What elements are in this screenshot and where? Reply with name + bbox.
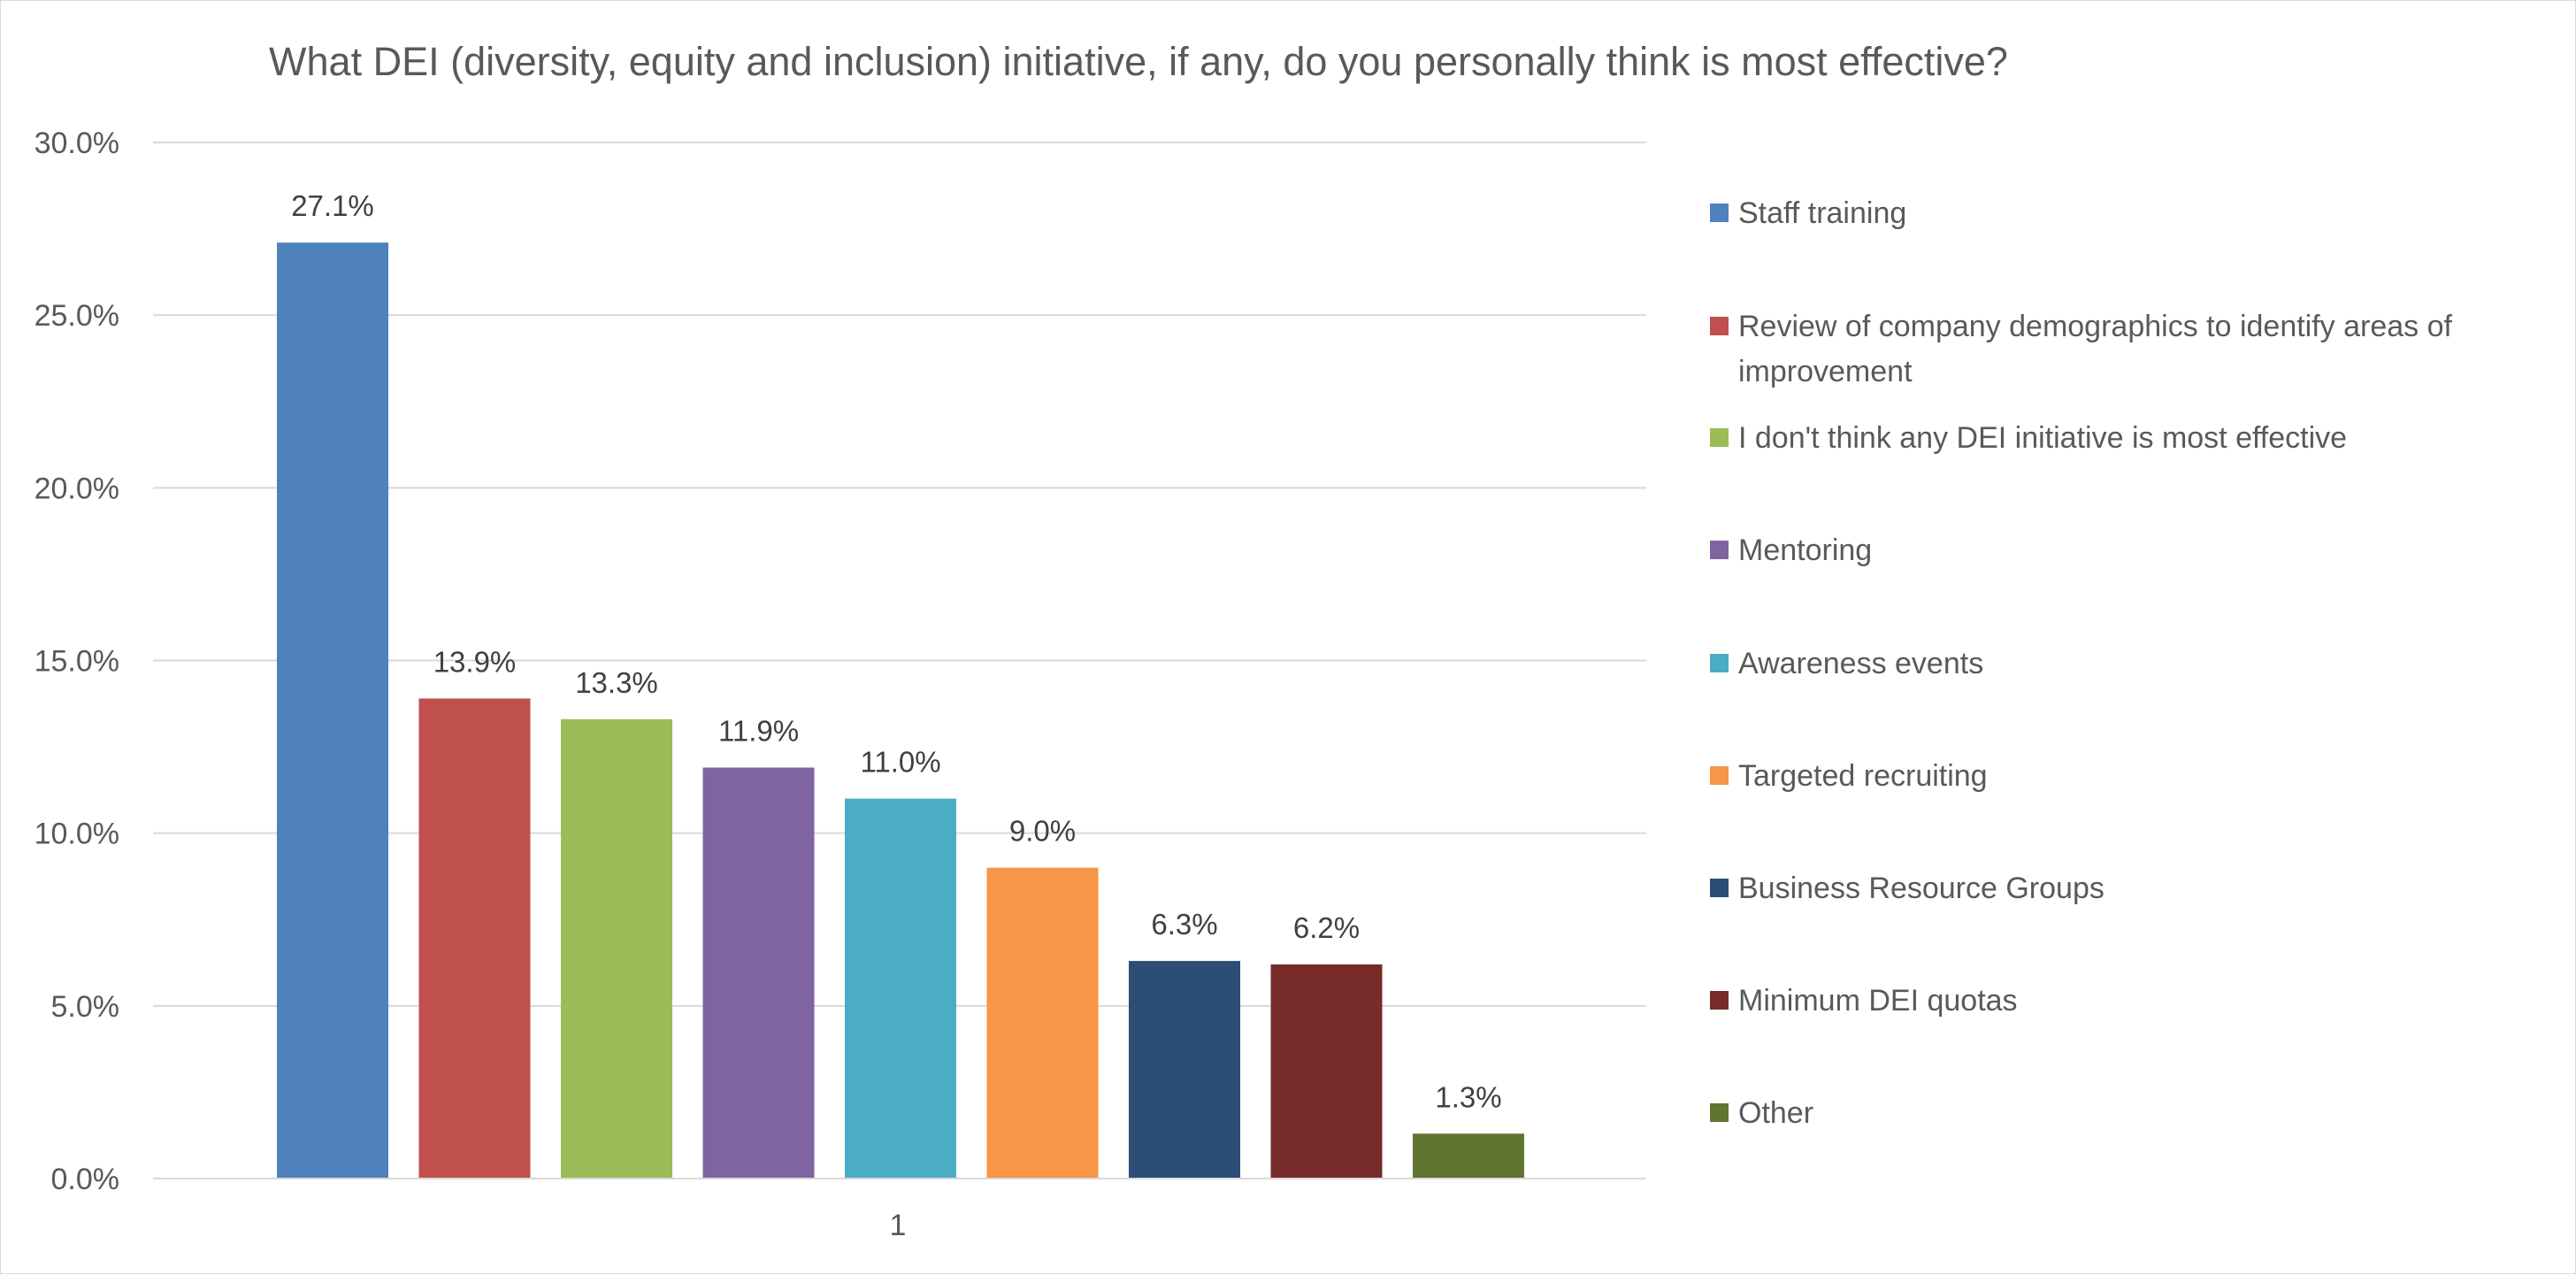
legend-label: Mentoring [1738, 534, 1872, 567]
y-tick-label: 15.0% [34, 645, 119, 679]
data-label: 11.9% [718, 715, 799, 748]
bar [1270, 964, 1383, 1179]
legend-item: Business Resource Groups [1710, 872, 2104, 905]
legend-swatch [1710, 428, 1729, 447]
x-tick-label: 1 [890, 1209, 907, 1242]
data-label: 6.3% [1151, 908, 1217, 941]
y-tick-label: 20.0% [34, 472, 119, 505]
legend-label: Targeted recruiting [1738, 759, 1988, 793]
legend-swatch [1710, 204, 1729, 222]
bar [277, 242, 388, 1179]
legend-label: Awareness events [1738, 647, 1983, 680]
legend-item: Targeted recruiting [1710, 759, 1988, 793]
legend-swatch [1710, 654, 1729, 672]
data-label: 13.3% [575, 666, 658, 699]
data-label: 27.1% [291, 189, 374, 222]
legend-label: Business Resource Groups [1738, 872, 2104, 905]
legend-item: Staff training [1710, 196, 1906, 230]
legend-item: I don't think any DEI initiative is most… [1710, 421, 2347, 455]
y-tick-label: 10.0% [34, 818, 119, 851]
data-label: 1.3% [1435, 1080, 1501, 1113]
legend-item: Awareness events [1710, 647, 1983, 680]
legend-label: Minimum DEI quotas [1738, 984, 2018, 1018]
legend-swatch [1710, 317, 1729, 335]
legend-item: Other [1710, 1096, 1813, 1130]
data-label: 9.0% [1009, 815, 1076, 848]
y-tick-label: 25.0% [34, 299, 119, 333]
bar [702, 767, 815, 1179]
legend-swatch [1710, 991, 1729, 1010]
legend-swatch [1710, 1103, 1729, 1122]
legend-swatch [1710, 766, 1729, 785]
legend-label: Staff training [1738, 196, 1906, 230]
y-tick-label: 5.0% [51, 990, 120, 1024]
legend-label: Review of company demographics to identi… [1738, 310, 2453, 343]
legend-swatch [1710, 541, 1729, 559]
bar [1413, 1133, 1524, 1179]
data-labels: 27.1% 13.9% 13.3% 11.9% 11.0% 9.0% 6.3% 6.2% 1.3… [291, 189, 1501, 1113]
bar [561, 718, 672, 1179]
x-axis: 1 [153, 1178, 1646, 1242]
legend-item: Review of company demographics to identi… [1710, 310, 2453, 388]
data-label: 11.0% [860, 746, 940, 779]
bar [1129, 961, 1240, 1179]
bar [418, 698, 531, 1179]
legend-label: I don't think any DEI initiative is most… [1738, 421, 2347, 455]
legend-label: Other [1738, 1096, 1813, 1130]
legend-label: improvement [1738, 355, 1913, 388]
legend-item: Minimum DEI quotas [1710, 984, 2018, 1018]
legend-item: Mentoring [1710, 534, 1872, 567]
y-axis: 0.0% 5.0% 10.0% 15.0% 20.0% 25.0% 30.0% [34, 127, 119, 1196]
data-label: 13.9% [433, 645, 517, 678]
data-label: 6.2% [1293, 911, 1360, 944]
legend: Staff training Review of company demograp… [1710, 196, 2453, 1130]
bars [277, 242, 1524, 1179]
gridlines [153, 142, 1646, 1007]
legend-swatch [1710, 879, 1729, 897]
bar [845, 798, 956, 1179]
y-tick-label: 0.0% [51, 1163, 120, 1196]
bar [986, 867, 1099, 1179]
chart-title: What DEI (diversity, equity and inclusio… [269, 39, 2008, 84]
y-tick-label: 30.0% [34, 127, 119, 160]
